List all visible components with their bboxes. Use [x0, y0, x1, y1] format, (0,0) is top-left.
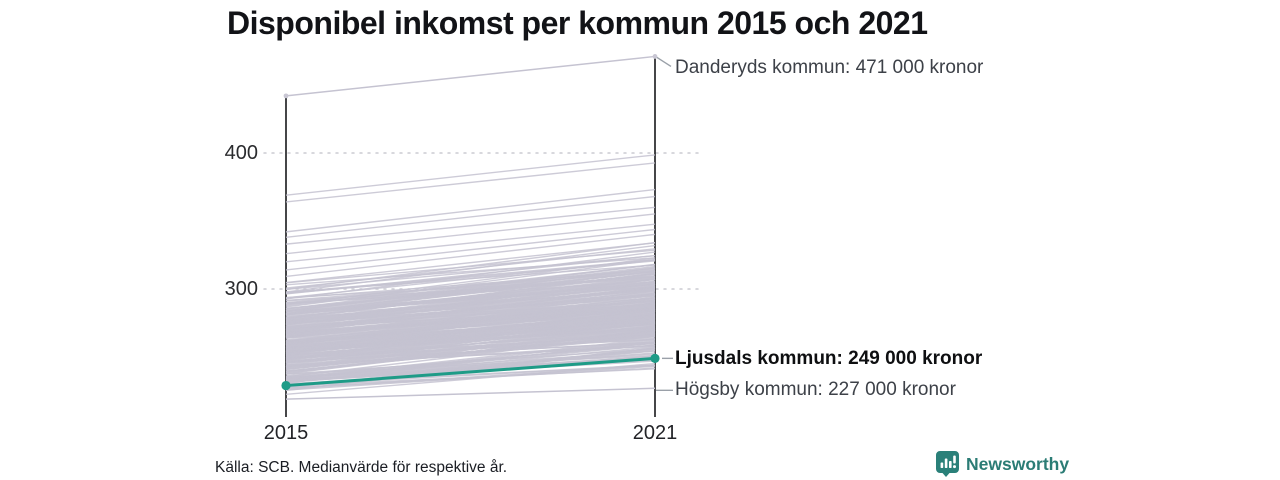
- newsworthy-brand[interactable]: Newsworthy: [936, 451, 1069, 477]
- municipality-line: [285, 223, 656, 263]
- municipality-line: [285, 339, 656, 381]
- connector-danderyd: [656, 56, 672, 68]
- municipality-line: [285, 322, 656, 366]
- municipality-line: [285, 244, 656, 293]
- municipality-line: [285, 318, 656, 355]
- municipality-line: [285, 263, 656, 312]
- municipality-line: [285, 346, 656, 382]
- municipality-line: [285, 195, 656, 239]
- municipality-line: [285, 296, 656, 335]
- municipality-line: [285, 257, 656, 286]
- newsworthy-brand-name: Newsworthy: [966, 454, 1070, 474]
- municipality-line: [285, 278, 656, 326]
- municipality-line: [285, 251, 656, 300]
- highlight-dot-2015: [281, 380, 291, 391]
- municipality-line: [285, 305, 656, 346]
- municipality-line: [285, 316, 656, 342]
- municipality-line: [285, 273, 656, 320]
- municipality-line: [285, 338, 656, 380]
- danderyd-endpoint-2021: [652, 54, 658, 59]
- municipality-line: [285, 329, 656, 351]
- municipality-line: [285, 300, 656, 325]
- municipality-line: [285, 188, 656, 233]
- annotation-ljusdal-highlight: Ljusdals kommun: 249 000 kronor: [675, 348, 983, 369]
- municipality-line: [285, 162, 656, 203]
- municipality-line: [285, 233, 656, 278]
- municipality-line: [285, 249, 656, 284]
- danderyd-endpoint-2015: [283, 93, 289, 99]
- y-tick-label-400: 400: [224, 142, 258, 164]
- municipality-line: [285, 329, 656, 367]
- municipality-line: [285, 293, 656, 328]
- x-axis-label-2021: 2021: [632, 422, 678, 444]
- municipality-line: [285, 367, 656, 389]
- line-h-gsby-kommun: [285, 387, 656, 400]
- line-danderyds-kommun: [285, 55, 656, 97]
- municipality-line: [285, 291, 656, 324]
- municipality-line: [285, 362, 656, 396]
- municipality-line: [285, 338, 656, 360]
- y-tick-label-300: 300: [224, 278, 258, 300]
- municipality-line: [285, 228, 656, 271]
- x-axis-label-2015: 2015: [263, 422, 309, 444]
- municipality-line: [285, 329, 656, 375]
- municipality-line: [285, 264, 656, 293]
- municipality-line: [285, 206, 656, 245]
- municipality-line: [285, 154, 656, 196]
- annotation-danderyd: Danderyds kommun: 471 000 kronor: [675, 57, 984, 78]
- chart-title: Disponibel inkomst per kommun 2015 och 2…: [227, 5, 928, 41]
- highlight-dot-2021: [650, 353, 660, 363]
- municipality-line: [285, 213, 656, 255]
- newsworthy-logo-icon: [936, 451, 959, 477]
- annotation-hogsby: Högsby kommun: 227 000 kronor: [675, 379, 956, 400]
- municipality-line: [285, 242, 656, 284]
- municipality-line: [285, 270, 656, 316]
- source-note: Källa: SCB. Medianvärde för respektive å…: [215, 459, 508, 476]
- municipality-line: [285, 345, 656, 366]
- municipality-line: [285, 285, 656, 333]
- highlight-line-ljusdal: [284, 356, 657, 388]
- municipality-line: [285, 283, 656, 316]
- municipality-line: [285, 347, 656, 392]
